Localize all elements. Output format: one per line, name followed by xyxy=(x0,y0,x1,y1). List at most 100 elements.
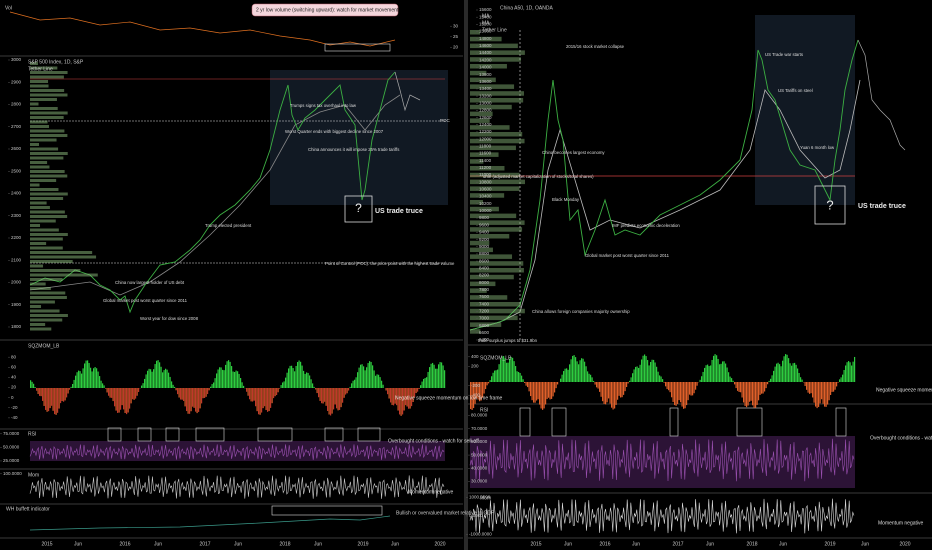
histogram-bar xyxy=(64,388,66,401)
histogram-bar xyxy=(207,388,209,395)
histogram-bar xyxy=(611,382,613,408)
histogram-bar xyxy=(756,382,758,405)
y-tick-label: 9400 xyxy=(479,230,490,235)
histogram-bar xyxy=(636,366,638,382)
histogram-bar xyxy=(60,388,62,404)
histogram-bar xyxy=(786,354,788,382)
histogram-bar xyxy=(551,382,553,399)
panel-title: RSI xyxy=(480,407,488,413)
histogram-bar xyxy=(261,388,263,413)
histogram-bar xyxy=(328,388,330,415)
histogram-bar xyxy=(97,371,99,388)
histogram-bar xyxy=(800,377,802,382)
histogram-bar xyxy=(770,378,772,382)
histogram-bar xyxy=(58,388,60,409)
histogram-bar xyxy=(213,382,215,388)
histogram-bar xyxy=(381,380,383,388)
histogram-bar xyxy=(346,388,348,394)
profile-bar xyxy=(30,278,63,281)
histogram-bar xyxy=(705,365,707,382)
histogram-bar xyxy=(399,388,401,415)
histogram-bar xyxy=(689,382,691,395)
histogram-bar xyxy=(633,369,635,382)
histogram-bar xyxy=(618,382,620,396)
histogram-bar xyxy=(73,379,75,388)
histogram-bar xyxy=(406,388,408,407)
y-tick-label: 12600 xyxy=(479,115,492,120)
y-tick-label: 2800 xyxy=(11,102,22,107)
histogram-bar xyxy=(205,388,207,397)
histogram-bar xyxy=(267,388,269,412)
histogram-bar xyxy=(63,388,65,402)
histogram-bar xyxy=(680,382,682,403)
annotation: China announces it will impose 25% trade… xyxy=(308,147,399,152)
profile-bar xyxy=(470,50,525,55)
profile-bar xyxy=(470,57,521,62)
profile-bar xyxy=(470,227,523,232)
histogram-bar xyxy=(638,367,640,382)
histogram-bar xyxy=(210,386,212,388)
histogram-bar xyxy=(594,382,596,385)
histogram-bar xyxy=(129,388,131,409)
zone xyxy=(755,15,855,205)
histogram-bar xyxy=(729,376,731,382)
profile-bar xyxy=(470,138,525,144)
poc-label: POC xyxy=(440,118,451,123)
histogram-bar xyxy=(204,388,206,398)
zone xyxy=(270,70,448,205)
histogram-bar xyxy=(39,388,41,396)
profile-bar xyxy=(470,186,520,191)
profile-bar xyxy=(470,200,483,205)
profile-bar xyxy=(30,314,68,317)
histogram-bar xyxy=(575,357,577,382)
profile-bar xyxy=(30,287,51,290)
histogram-bar xyxy=(654,362,656,382)
histogram-bar xyxy=(192,388,194,407)
histogram-bar xyxy=(648,365,650,382)
profile-bar xyxy=(470,302,522,307)
histogram-bar xyxy=(608,382,610,399)
profile-bar xyxy=(470,30,480,35)
histogram-bar xyxy=(82,368,84,388)
histogram-bar xyxy=(241,382,243,388)
panel-title: Vol xyxy=(5,5,12,11)
wh-note: Bullish or overvalued market relative to… xyxy=(396,510,495,516)
histogram-bar xyxy=(713,355,715,382)
y-tick-label: 80 xyxy=(11,354,17,359)
histogram-bar xyxy=(761,382,763,394)
histogram-bar xyxy=(726,367,728,382)
histogram-bar xyxy=(657,371,659,382)
histogram-bar xyxy=(79,371,81,388)
profile-bar xyxy=(470,268,524,273)
profile-bar xyxy=(30,71,68,74)
histogram-bar xyxy=(49,388,51,409)
profile-bar xyxy=(30,237,63,241)
histogram-bar xyxy=(208,388,210,391)
highlight-box xyxy=(324,43,391,52)
panel-note: Overbought conditions - watch for sell-o… xyxy=(388,438,479,444)
histogram-bar xyxy=(391,388,393,405)
histogram-bar xyxy=(495,370,497,382)
histogram-bar xyxy=(570,359,572,382)
histogram-bar xyxy=(271,388,273,404)
y-tick-label: 3000 xyxy=(11,57,22,62)
profile-bar xyxy=(470,125,510,130)
histogram-bar xyxy=(325,388,327,406)
annotation: Global market post worst quarter since 2… xyxy=(585,253,670,258)
histogram-bar xyxy=(201,388,203,404)
histogram-bar xyxy=(411,388,413,407)
histogram-bar xyxy=(519,372,521,382)
histogram-bar xyxy=(645,356,647,382)
histogram-bar xyxy=(609,382,611,404)
histogram-bar xyxy=(31,381,33,388)
y-tick-label: 15600 xyxy=(479,7,492,12)
profile-bar xyxy=(30,228,59,232)
y-tick-label: 1900 xyxy=(11,302,22,307)
histogram-bar xyxy=(549,382,551,400)
y-tick-label: 400 xyxy=(471,354,479,359)
y-tick-label: 2700 xyxy=(11,124,22,129)
profile-bar xyxy=(30,84,49,88)
histogram-bar xyxy=(43,388,45,406)
histogram-bar xyxy=(671,382,673,398)
